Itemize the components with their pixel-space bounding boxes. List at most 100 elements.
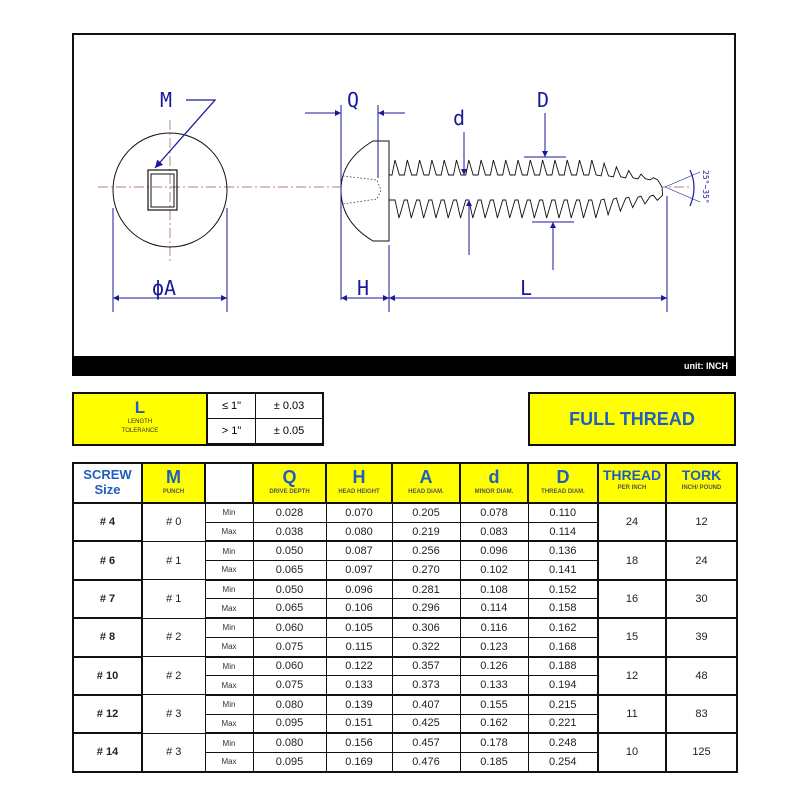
h-max-cell: 0.106 xyxy=(325,598,393,620)
a-min-cell: 0.457 xyxy=(391,732,461,753)
tork-cell: 83 xyxy=(665,693,738,735)
d-major-min-cell: 0.152 xyxy=(527,579,599,600)
tolerance-symbol: L xyxy=(134,398,146,417)
d-minor-max-cell: 0.083 xyxy=(459,521,529,543)
q-min-cell: 0.050 xyxy=(252,540,327,562)
d-minor-max-cell: 0.133 xyxy=(459,675,529,696)
q-max-cell: 0.095 xyxy=(252,713,327,735)
h-max-cell: 0.115 xyxy=(325,636,393,658)
thread-per-inch-cell: 10 xyxy=(597,732,667,773)
max-label: Max xyxy=(204,521,254,543)
max-label: Max xyxy=(204,751,254,773)
label-d-major: D xyxy=(537,88,549,112)
screw-size-cell: # 12 xyxy=(72,693,143,735)
d-minor-max-cell: 0.123 xyxy=(459,636,529,658)
q-max-cell: 0.038 xyxy=(252,521,327,543)
table-row-max: Max 0.038 0.080 0.219 0.083 0.114 xyxy=(73,521,737,543)
label-m: M xyxy=(160,88,172,112)
tork-cell: 125 xyxy=(665,732,738,773)
label-h: H xyxy=(357,276,369,300)
table-row-max: Max 0.075 0.133 0.373 0.133 0.194 xyxy=(73,675,737,696)
h-min-cell: 0.156 xyxy=(325,732,393,753)
d-minor-max-cell: 0.185 xyxy=(459,751,529,773)
screw-size-cell: # 4 xyxy=(72,501,143,543)
h-max-cell: 0.097 xyxy=(325,560,393,581)
punch-cell: # 1 xyxy=(141,579,206,619)
label-l: L xyxy=(520,276,532,300)
max-label: Max xyxy=(204,598,254,620)
table-row-max: Max 0.065 0.097 0.270 0.102 0.141 xyxy=(73,560,737,581)
h-min-cell: 0.096 xyxy=(325,579,393,600)
header-blank xyxy=(204,462,254,504)
a-max-cell: 0.476 xyxy=(391,751,461,773)
label-q: Q xyxy=(347,88,359,112)
d-minor-min-cell: 0.126 xyxy=(459,655,529,677)
max-label: Max xyxy=(204,560,254,581)
table-row-max: Max 0.095 0.169 0.476 0.185 0.254 xyxy=(73,751,737,773)
tork-cell: 48 xyxy=(665,655,738,696)
header-thread: THREAD PER INCH xyxy=(597,462,667,504)
h-max-cell: 0.133 xyxy=(325,675,393,696)
q-min-cell: 0.050 xyxy=(252,579,327,600)
a-max-cell: 0.270 xyxy=(391,560,461,581)
punch-cell: # 3 xyxy=(141,694,206,734)
punch-cell: # 0 xyxy=(141,502,206,542)
screw-size-cell: # 8 xyxy=(72,617,143,658)
table-row-max: Max 0.095 0.151 0.425 0.162 0.221 xyxy=(73,713,737,735)
d-minor-min-cell: 0.178 xyxy=(459,732,529,753)
d-major-min-cell: 0.188 xyxy=(527,655,599,677)
max-label: Max xyxy=(204,636,254,658)
punch-cell: # 3 xyxy=(141,732,206,773)
punch-cell: # 1 xyxy=(141,540,206,581)
d-minor-max-cell: 0.162 xyxy=(459,713,529,735)
q-max-cell: 0.065 xyxy=(252,560,327,581)
screw-size-cell: # 10 xyxy=(72,655,143,696)
header-m: M PUNCH xyxy=(141,462,206,504)
tolerance-range: ≤ 1" xyxy=(207,394,255,419)
d-major-max-cell: 0.114 xyxy=(527,521,599,543)
d-major-max-cell: 0.168 xyxy=(527,636,599,658)
specs-table: SCREW Size M PUNCH Q DRIVE DEPTH H HEAD HEIG… xyxy=(72,462,738,773)
a-min-cell: 0.407 xyxy=(391,694,461,715)
d-major-min-cell: 0.162 xyxy=(527,617,599,638)
min-label: Min xyxy=(204,502,254,523)
table-row-min: # 4 # 0 Min 0.028 0.070 0.205 0.078 0.110 24 12 xyxy=(72,501,738,543)
d-minor-min-cell: 0.155 xyxy=(459,694,529,715)
h-max-cell: 0.151 xyxy=(325,713,393,735)
thread-per-inch-cell: 16 xyxy=(597,578,667,620)
a-min-cell: 0.256 xyxy=(391,540,461,562)
screw-shank xyxy=(388,159,664,219)
d-major-min-cell: 0.136 xyxy=(527,540,599,562)
square-drive xyxy=(147,169,178,211)
a-max-cell: 0.373 xyxy=(391,675,461,696)
d-major-max-cell: 0.254 xyxy=(527,751,599,773)
min-label: Min xyxy=(204,579,254,600)
head-top-view xyxy=(112,132,228,248)
thread-per-inch-cell: 15 xyxy=(597,617,667,658)
label-point-angle: 25°~35° xyxy=(701,170,710,204)
d-major-max-cell: 0.221 xyxy=(527,713,599,735)
tork-cell: 39 xyxy=(665,617,738,658)
table-row-min: # 14 # 3 Min 0.080 0.156 0.457 0.178 0.248 10 125 xyxy=(72,732,738,773)
d-minor-min-cell: 0.108 xyxy=(459,579,529,600)
header-d-minor: d MINOR DIAM. xyxy=(459,462,529,504)
h-min-cell: 0.139 xyxy=(325,694,393,715)
screw-size-cell: # 7 xyxy=(72,578,143,620)
screw-size-cell: # 6 xyxy=(72,540,143,581)
label-d-minor: d xyxy=(453,106,465,130)
q-min-cell: 0.080 xyxy=(252,694,327,715)
label-a: ϕA xyxy=(152,276,176,300)
q-min-cell: 0.028 xyxy=(252,502,327,523)
table-row-min: # 6 # 1 Min 0.050 0.087 0.256 0.096 0.136 18 24 xyxy=(72,540,738,581)
min-label: Min xyxy=(204,694,254,715)
a-min-cell: 0.205 xyxy=(391,502,461,523)
tork-cell: 12 xyxy=(665,501,738,543)
table-header-row: SCREW Size M PUNCH Q DRIVE DEPTH H HEAD HEIG… xyxy=(72,462,738,504)
d-major-max-cell: 0.194 xyxy=(527,675,599,696)
unit-label: unit: INCH xyxy=(72,356,736,376)
header-d-major: D THREAD DIAM. xyxy=(527,462,599,504)
a-max-cell: 0.322 xyxy=(391,636,461,658)
tolerance-value: ± 0.05 xyxy=(255,419,322,444)
h-min-cell: 0.087 xyxy=(325,540,393,562)
a-max-cell: 0.219 xyxy=(391,521,461,543)
